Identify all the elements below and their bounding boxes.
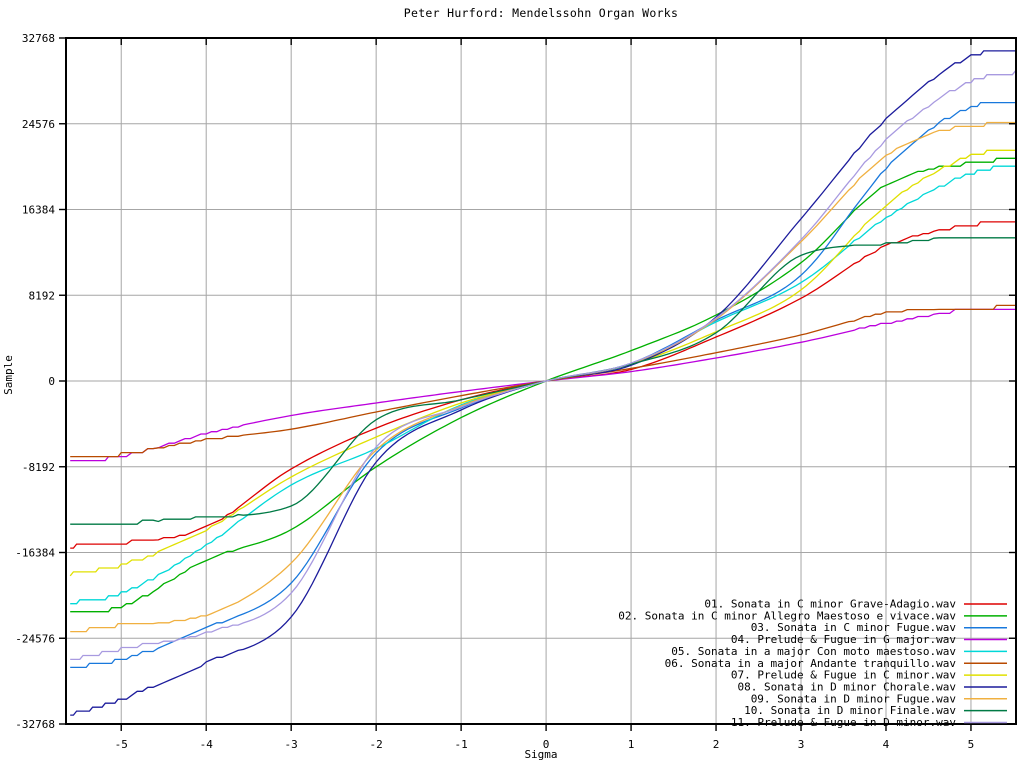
x-tick-label: 4 [883, 738, 890, 751]
y-axis-title: Sample [2, 355, 15, 395]
x-tick-label: -3 [285, 738, 298, 751]
legend-label: 02. Sonata in C minor Allegro Maestoso e… [618, 609, 956, 622]
x-tick-label: -1 [455, 738, 468, 751]
curve-series-11 [70, 70, 1016, 661]
legend-label: 06. Sonata in a major Andante tranquillo… [665, 657, 957, 670]
y-tick-label: 16384 [22, 204, 55, 217]
legend-label: 07. Prelude & Fugue in C minor.wav [731, 669, 957, 682]
legend-label: 04. Prelude & Fugue in G major.wav [731, 633, 957, 646]
x-tick-label: -2 [370, 738, 383, 751]
x-tick-label: -5 [115, 738, 128, 751]
y-tick-label: 8192 [29, 289, 56, 302]
x-axis-title: Sigma [524, 748, 558, 761]
x-tick-label: 2 [713, 738, 720, 751]
legend-label: 01. Sonata in C minor Grave-Adagio.wav [704, 598, 956, 611]
legend-label: 11. Prelude & Fugue in D minor.wav [731, 716, 957, 729]
y-tick-label: -24576 [15, 632, 55, 645]
legend-label: 10. Sonata in D minor Finale.wav [744, 704, 956, 717]
x-tick-label: 3 [798, 738, 805, 751]
legend-label: 03. Sonata in C minor Fugue.wav [751, 621, 957, 634]
legend-label: 05. Sonata in a major Con moto maestoso.… [671, 645, 956, 658]
x-tick-label: -4 [200, 738, 214, 751]
legend-label: 08. Sonata in D minor Chorale.wav [737, 680, 956, 693]
y-tick-label: -8192 [22, 461, 55, 474]
y-tick-label: -16384 [15, 547, 55, 560]
chart-title: Peter Hurford: Mendelssohn Organ Works [403, 6, 679, 20]
y-tick-label: 0 [48, 375, 55, 388]
x-tick-label: 5 [968, 738, 975, 751]
y-tick-label: -32768 [15, 718, 55, 731]
x-tick-label: 0 [543, 738, 550, 751]
y-tick-label: 32768 [22, 32, 55, 45]
y-tick-label: 24576 [22, 118, 55, 131]
legend-label: 09. Sonata in D minor Fugue.wav [751, 692, 957, 705]
x-tick-label: 1 [628, 738, 635, 751]
